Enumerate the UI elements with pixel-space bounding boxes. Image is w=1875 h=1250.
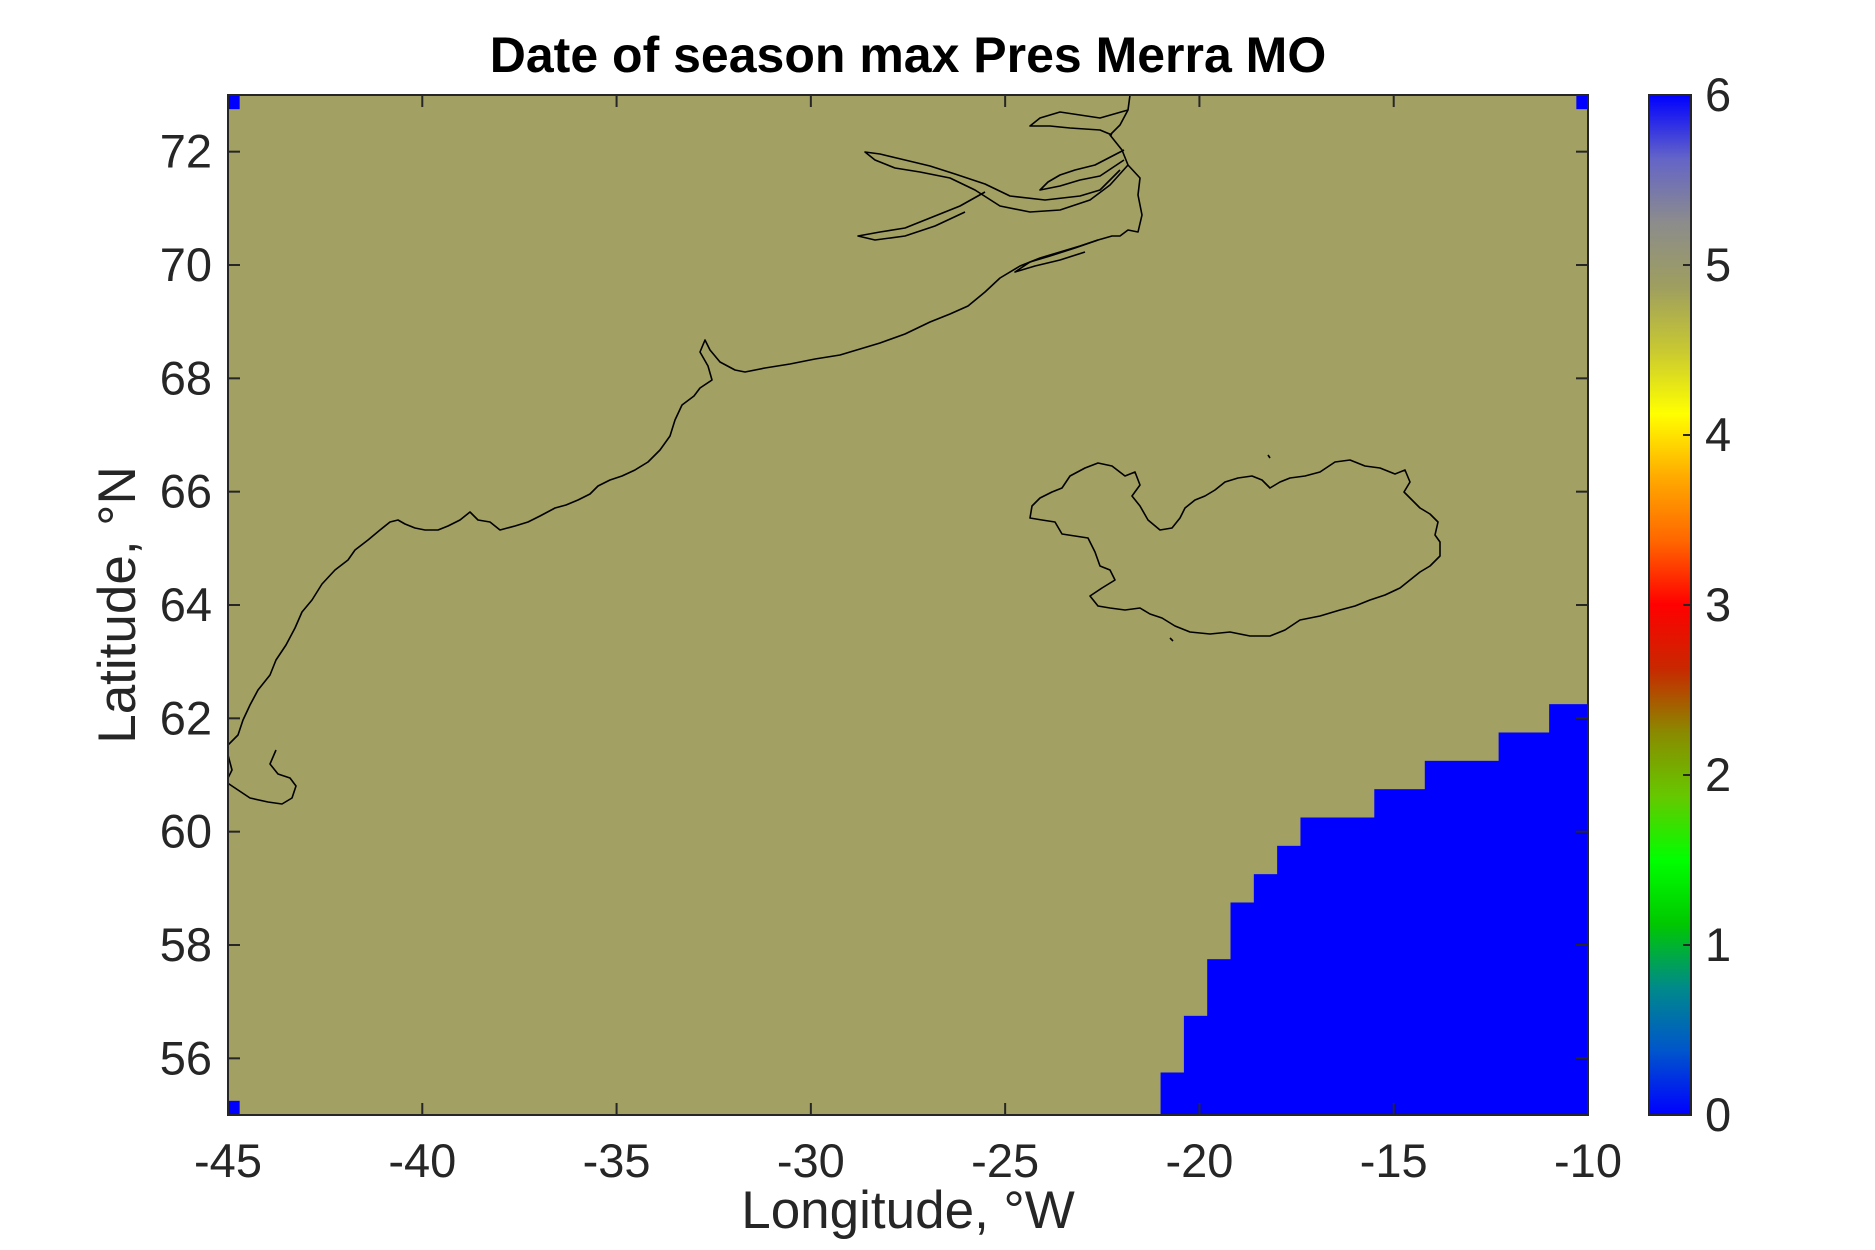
x-axis-title: Longitude, °W	[741, 1181, 1075, 1240]
iceland-islet	[1169, 637, 1174, 642]
x-tick-label: -15	[1360, 1134, 1428, 1187]
y-tick-label: 72	[160, 125, 212, 178]
y-tick-label: 70	[160, 238, 212, 291]
greenland-fjord-4	[1014, 239, 1099, 273]
greenland-fjord-2	[1039, 149, 1125, 191]
y-tick-label: 62	[160, 691, 212, 744]
x-tick-label: -25	[971, 1134, 1039, 1187]
y-tick-label: 66	[160, 465, 212, 518]
chart-title: Date of season max Pres Merra MO	[490, 27, 1326, 83]
heatmap-cell-column-8	[1424, 760, 1500, 1115]
y-axis: 56 58 60 62 64 66 68 70 72	[160, 125, 1588, 1084]
y-tick-label: 58	[160, 918, 212, 971]
x-tick-label: -35	[583, 1134, 651, 1187]
y-axis-title: Latitude, °N	[88, 466, 147, 744]
y-tick-label: 64	[160, 578, 212, 631]
x-tick-label: -40	[388, 1134, 456, 1187]
heatmap-corner-cell-1	[1576, 95, 1588, 110]
colorbar-tick-label: 4	[1705, 408, 1731, 461]
iceland-islet-2	[1267, 454, 1271, 459]
x-tick-label: -10	[1554, 1134, 1622, 1187]
heatmap-cell-column-6	[1300, 817, 1375, 1115]
colorbar-tick-label: 2	[1705, 748, 1731, 801]
heatmap-cell-column-9	[1498, 732, 1550, 1115]
heatmap-corner-cell-0	[228, 95, 240, 110]
colorbar: 0 1 2 3 4 5 6	[1648, 68, 1731, 1141]
heatmap-cells	[228, 95, 1588, 1115]
heatmap-cell-column-4	[1253, 874, 1278, 1115]
greenland-fjord-3	[864, 151, 1129, 213]
iceland-coastline	[1029, 459, 1441, 637]
colorbar-tick-label: 3	[1705, 578, 1731, 631]
plot-area: -45 -40 -35 -30 -25 -20 -15 -10 56 58 60 62 64 66 68 7…	[160, 94, 1622, 1187]
colorbar-tick-label: 1	[1705, 918, 1731, 971]
greenland-fjord-1	[1029, 109, 1129, 136]
greenland-fjord-5	[857, 191, 986, 241]
heatmap-cell-column-7	[1374, 789, 1426, 1115]
y-tick-label: 60	[160, 805, 212, 858]
heatmap-cell-column-5	[1277, 845, 1302, 1115]
colorbar-tick-label: 6	[1705, 68, 1731, 121]
x-tick-label: -45	[194, 1134, 262, 1187]
heatmap-cell-column-10	[1549, 704, 1588, 1115]
coastlines	[228, 95, 1441, 805]
heatmap-cell-column-2	[1207, 959, 1232, 1115]
greenland-south-tip	[228, 749, 297, 805]
y-tick-label: 68	[160, 351, 212, 404]
heatmap-cell-column-3	[1230, 902, 1255, 1115]
colorbar-ticks: 0 1 2 3 4 5 6	[1683, 68, 1731, 1141]
colorbar-tick-label: 5	[1705, 238, 1731, 291]
x-tick-label: -20	[1165, 1134, 1233, 1187]
heatmap-corner-cell-2	[228, 1100, 240, 1115]
heatmap-cell-column-1	[1183, 1015, 1208, 1115]
x-tick-label: -30	[777, 1134, 845, 1187]
y-tick-label: 56	[160, 1031, 212, 1084]
x-axis: -45 -40 -35 -30 -25 -20 -15 -10	[194, 95, 1622, 1187]
heatmap-cell-column-0	[1160, 1072, 1185, 1115]
colorbar-tick-label: 0	[1705, 1088, 1731, 1141]
